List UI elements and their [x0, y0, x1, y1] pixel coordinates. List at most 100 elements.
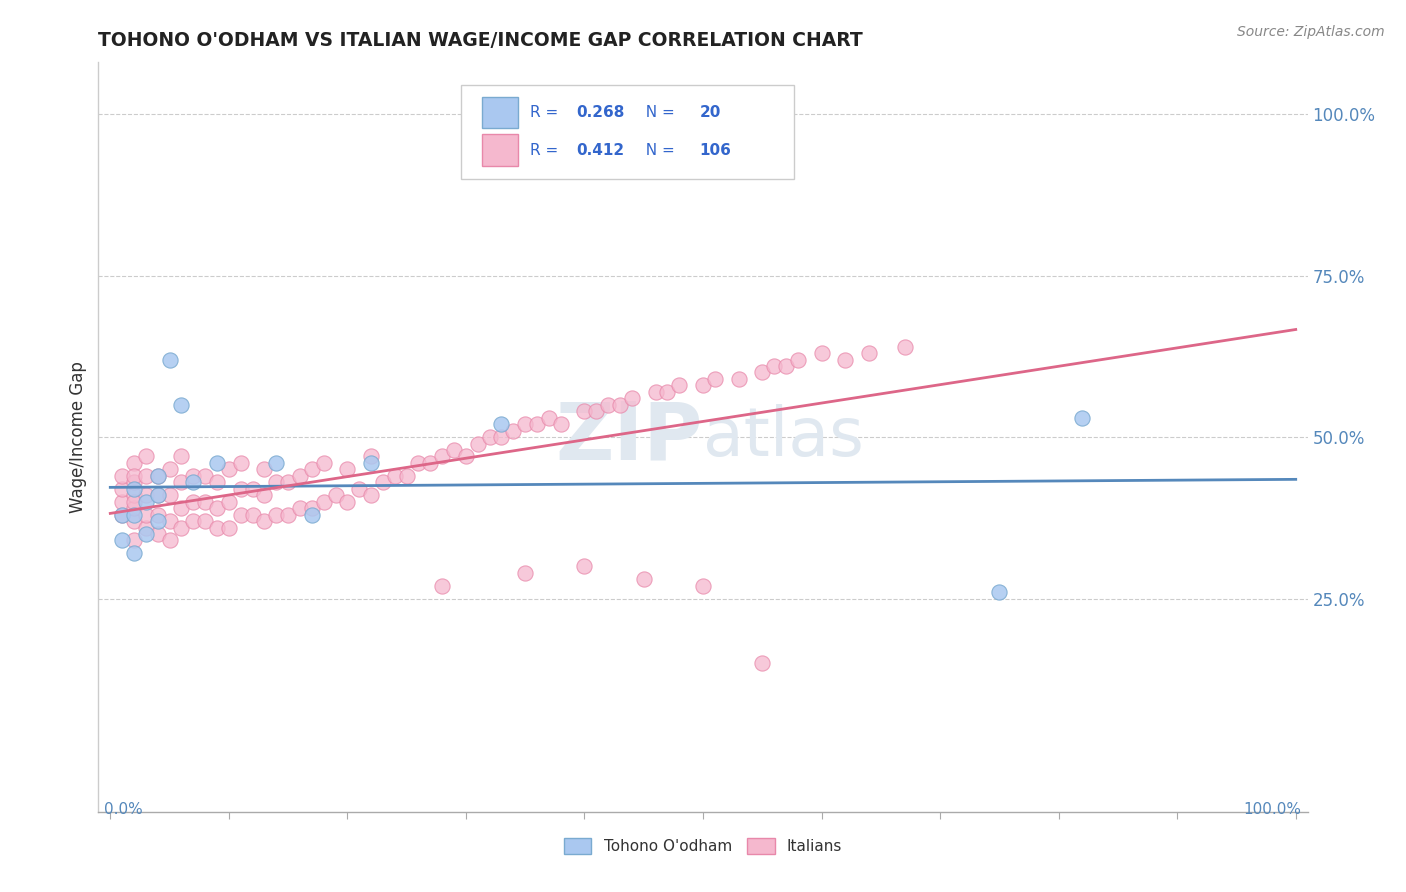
Point — [122, 468, 145, 483]
Point — [146, 468, 169, 483]
Point — [146, 488, 169, 502]
Point — [111, 468, 134, 483]
Point — [550, 417, 572, 432]
Point — [751, 366, 773, 380]
Point — [432, 450, 454, 464]
Point — [692, 378, 714, 392]
Point — [146, 527, 169, 541]
Point — [858, 346, 880, 360]
Point — [668, 378, 690, 392]
Point — [146, 488, 169, 502]
Point — [988, 585, 1011, 599]
Point — [727, 372, 749, 386]
Text: TOHONO O'ODHAM VS ITALIAN WAGE/INCOME GAP CORRELATION CHART: TOHONO O'ODHAM VS ITALIAN WAGE/INCOME GA… — [98, 30, 863, 50]
Point — [111, 494, 134, 508]
Point — [159, 462, 181, 476]
Point — [432, 579, 454, 593]
Text: 20: 20 — [699, 105, 721, 120]
Point — [194, 514, 217, 528]
Point — [775, 359, 797, 373]
Point — [277, 508, 299, 522]
Point — [264, 508, 287, 522]
Point — [633, 572, 655, 586]
Point — [181, 494, 204, 508]
Point — [135, 508, 157, 522]
FancyBboxPatch shape — [461, 85, 793, 178]
Point — [122, 514, 145, 528]
Point — [288, 501, 311, 516]
Text: R =: R = — [530, 143, 564, 158]
Point — [301, 462, 323, 476]
Point — [264, 475, 287, 490]
Point — [242, 508, 264, 522]
Point — [218, 462, 240, 476]
Point — [360, 488, 382, 502]
Point — [205, 475, 228, 490]
Point — [122, 494, 145, 508]
Point — [301, 508, 323, 522]
Point — [146, 468, 169, 483]
Point — [893, 340, 915, 354]
Point — [170, 475, 193, 490]
Point — [194, 494, 217, 508]
Point — [122, 546, 145, 560]
Point — [834, 352, 856, 367]
Point — [810, 346, 832, 360]
Point — [111, 482, 134, 496]
Point — [491, 417, 513, 432]
Point — [122, 508, 145, 522]
Y-axis label: Wage/Income Gap: Wage/Income Gap — [69, 361, 87, 513]
Text: 106: 106 — [699, 143, 731, 158]
Point — [159, 488, 181, 502]
Point — [122, 533, 145, 548]
Point — [585, 404, 607, 418]
Point — [502, 424, 524, 438]
Point — [159, 352, 181, 367]
Point — [122, 501, 145, 516]
Point — [111, 508, 134, 522]
Point — [703, 372, 725, 386]
Point — [181, 514, 204, 528]
FancyBboxPatch shape — [482, 135, 517, 166]
Point — [491, 430, 513, 444]
Point — [598, 398, 620, 412]
Point — [264, 456, 287, 470]
Text: N =: N = — [637, 143, 681, 158]
Point — [467, 436, 489, 450]
Point — [253, 514, 276, 528]
Text: 100.0%: 100.0% — [1244, 802, 1302, 817]
Point — [181, 475, 204, 490]
Point — [205, 501, 228, 516]
Point — [253, 462, 276, 476]
Point — [692, 579, 714, 593]
Point — [395, 468, 418, 483]
Point — [122, 475, 145, 490]
Point — [170, 450, 193, 464]
Point — [419, 456, 441, 470]
Point — [443, 442, 465, 457]
Point — [135, 450, 157, 464]
Point — [205, 456, 228, 470]
Point — [515, 417, 537, 432]
Text: ZIP: ZIP — [555, 398, 703, 476]
Text: R =: R = — [530, 105, 564, 120]
Point — [111, 533, 134, 548]
Point — [336, 462, 359, 476]
Point — [347, 482, 370, 496]
Point — [159, 533, 181, 548]
Point — [312, 494, 335, 508]
Point — [609, 398, 631, 412]
Point — [135, 527, 157, 541]
Point — [111, 508, 134, 522]
Point — [242, 482, 264, 496]
Point — [336, 494, 359, 508]
Point — [194, 468, 217, 483]
Point — [478, 430, 501, 444]
Point — [763, 359, 786, 373]
Point — [371, 475, 394, 490]
Point — [135, 468, 157, 483]
Text: 0.412: 0.412 — [576, 143, 624, 158]
Point — [325, 488, 347, 502]
Point — [657, 384, 679, 399]
Point — [312, 456, 335, 470]
